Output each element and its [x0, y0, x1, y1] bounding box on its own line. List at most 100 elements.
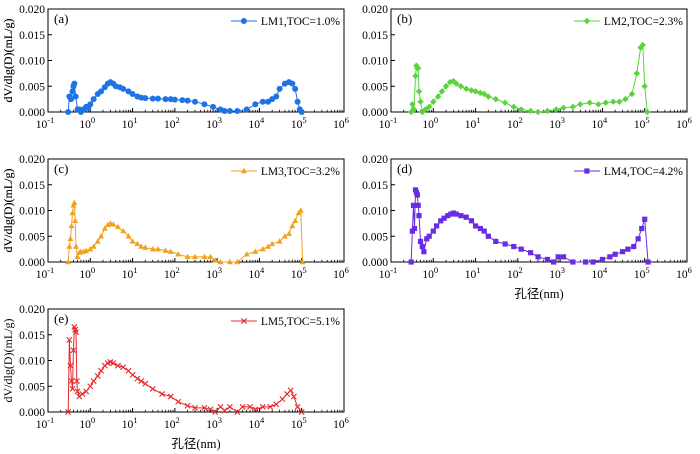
x-tick-label: 104 [249, 415, 266, 431]
data-point [518, 106, 525, 113]
data-point [212, 409, 219, 415]
data-point [453, 211, 459, 217]
data-point [641, 83, 648, 90]
data-point [259, 98, 266, 105]
data-point [535, 254, 541, 260]
data-point [114, 223, 121, 230]
y-tick-label: 0.005 [362, 81, 388, 93]
data-point [411, 225, 418, 232]
data-point [415, 65, 422, 72]
data-point [434, 223, 440, 229]
data-point [463, 214, 469, 220]
panel-label: (a) [54, 11, 68, 26]
data-point [207, 406, 214, 413]
data-point [481, 228, 487, 234]
x-tick-label: 101 [122, 265, 138, 281]
data-point [134, 375, 141, 382]
data-point [217, 258, 224, 265]
data-point [184, 253, 191, 260]
data-point [94, 372, 101, 379]
data-point [110, 221, 117, 227]
data-point [120, 227, 127, 234]
data-point [642, 216, 648, 222]
data-point [129, 238, 136, 244]
legend-marker [240, 318, 247, 324]
data-point [72, 217, 79, 223]
x-tick-label: 100 [79, 115, 95, 131]
x-tick-label: 105 [291, 415, 307, 431]
x-tick-label: 101 [465, 265, 481, 281]
data-point [448, 211, 454, 217]
data-point [192, 253, 199, 260]
data-point [68, 222, 75, 229]
data-point [267, 403, 274, 410]
data-point [481, 90, 488, 98]
data-point [65, 258, 72, 265]
data-point [269, 240, 276, 247]
data-point [635, 236, 641, 242]
data-point [445, 213, 451, 219]
data-point [98, 367, 105, 374]
data-point [192, 404, 199, 411]
panel-label: (b) [397, 11, 412, 26]
data-point [252, 406, 259, 413]
data-point [493, 238, 499, 244]
data-point [544, 256, 551, 263]
data-point [221, 407, 228, 414]
y-tick-label: 0.015 [19, 180, 45, 192]
y-tick-label: 0.020 [362, 154, 388, 166]
data-point [421, 249, 427, 255]
data-point [426, 233, 432, 239]
data-point [518, 246, 524, 252]
y-axis-label: dV/dlg(D)(mL/g) [1, 19, 15, 103]
data-point [243, 106, 250, 113]
data-point [210, 103, 217, 110]
x-tick-label: 100 [79, 265, 95, 281]
data-point [104, 221, 111, 228]
legend-label: LM2,TOC=2.3% [604, 16, 684, 28]
y-tick-label: 0.000 [362, 107, 388, 119]
data-point [628, 90, 636, 98]
legend-label: LM5,TOC=5.1% [261, 316, 341, 328]
data-point [290, 393, 297, 400]
x-tick-label: 101 [122, 115, 138, 131]
chart-panel-4: 0.000 0.005 0.010 0.015 0.020 10-1 100 101 102 10… [1, 154, 692, 301]
data-point [74, 253, 81, 260]
x-tick-label: 104 [249, 265, 266, 281]
data-point [221, 107, 228, 114]
data-point [70, 347, 77, 354]
data-point [68, 378, 75, 385]
data-point [226, 107, 233, 114]
data-point [441, 215, 447, 221]
y-tick-label: 0.000 [362, 257, 388, 269]
data-point [68, 96, 75, 103]
data-point [462, 85, 470, 93]
data-point [485, 233, 491, 239]
data-point [560, 254, 567, 260]
data-point [430, 228, 436, 234]
legend-label: LM3,TOC=3.2% [261, 166, 341, 178]
data-point [149, 385, 156, 392]
x-tick-label: 10-1 [36, 415, 55, 431]
data-point [71, 199, 78, 205]
data-point [243, 251, 250, 257]
data-point [252, 101, 259, 108]
y-tick-label: 0.020 [362, 4, 388, 16]
y-tick-label: 0.005 [362, 231, 388, 243]
data-point [645, 259, 651, 265]
data-point [610, 98, 617, 105]
data-point [66, 243, 73, 249]
data-point [142, 95, 149, 102]
data-point [171, 96, 178, 103]
data-point [450, 77, 457, 85]
data-point [259, 403, 266, 410]
y-tick-label: 0.005 [19, 231, 45, 243]
data-point [450, 210, 457, 216]
data-point [87, 101, 94, 108]
data-point [138, 378, 145, 385]
data-point [438, 88, 446, 95]
data-point [569, 103, 577, 111]
data-point [639, 41, 646, 49]
x-axis-label: 孔径(nm) [514, 287, 563, 301]
data-point [94, 238, 101, 244]
